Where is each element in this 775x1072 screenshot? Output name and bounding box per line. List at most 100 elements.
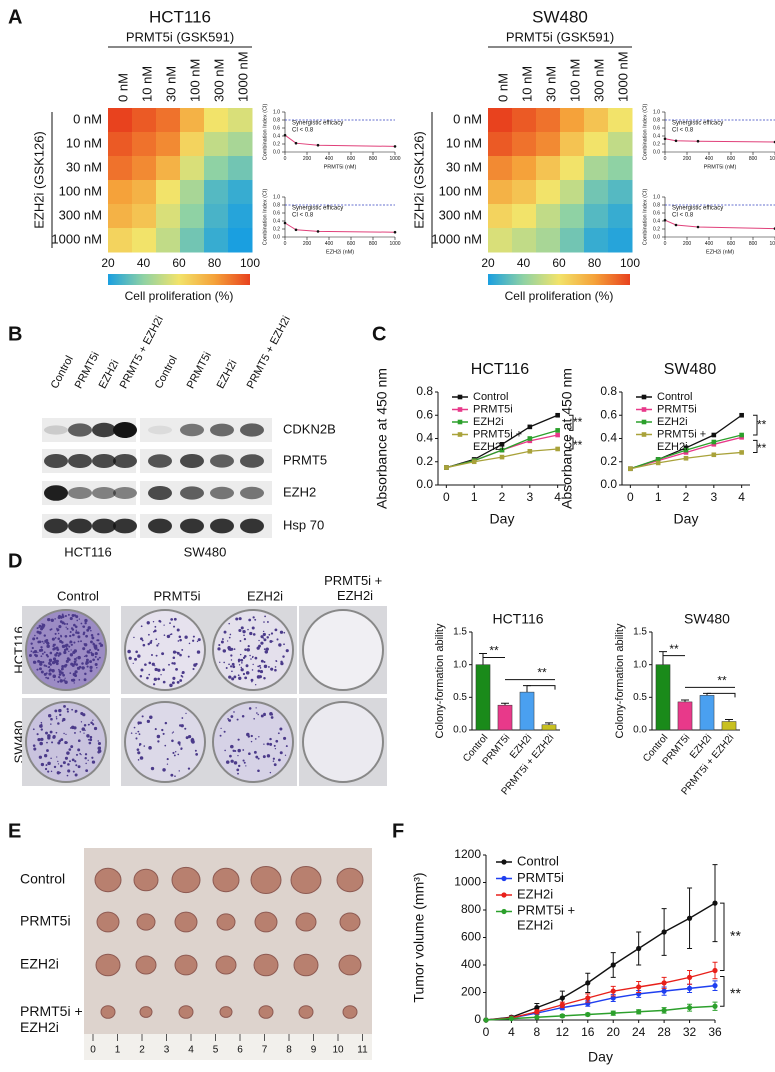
colony: [152, 621, 155, 623]
blot-band: [240, 518, 264, 534]
colony: [74, 625, 78, 629]
lane-label: Control: [153, 354, 180, 391]
colorbar-tick-label: 100: [240, 256, 260, 270]
colony: [83, 667, 85, 669]
blot-band: [44, 518, 68, 534]
y-tick-label: 1.0: [453, 659, 467, 670]
ruler-label: 9: [311, 1045, 317, 1056]
colony: [283, 631, 286, 634]
x-axis-label: Day: [490, 511, 515, 527]
colony: [267, 621, 269, 623]
heatmap-cell: [608, 180, 633, 205]
well: [124, 701, 206, 783]
blot-band: [180, 486, 204, 500]
colony: [260, 714, 264, 718]
colony: [43, 664, 46, 667]
legend-label: EZH2i: [657, 416, 688, 428]
colony: [218, 643, 221, 647]
colony: [30, 642, 33, 645]
data-point: [527, 438, 533, 444]
colony: [40, 648, 44, 652]
data-point: [499, 447, 505, 453]
colony: [176, 628, 180, 632]
colony: [135, 737, 138, 740]
data-point: [527, 424, 533, 430]
colony: [219, 734, 222, 737]
lane-label: PRMT5 + EZH2i: [245, 314, 293, 391]
colony: [256, 712, 258, 714]
x-tick-label: 0: [664, 241, 667, 247]
colony: [146, 676, 149, 680]
data-point: [655, 457, 661, 462]
colony: [62, 761, 66, 765]
colony: [259, 667, 262, 669]
colony: [166, 634, 171, 639]
heatmap-cell: [560, 204, 585, 229]
colony: [72, 672, 77, 677]
colorbar: [108, 274, 250, 285]
y-tick-label: 0.2: [653, 141, 660, 147]
heatmap-cell: [560, 132, 585, 157]
row-label: 30 nM: [446, 159, 482, 174]
colony: [73, 641, 76, 644]
colony: [48, 661, 51, 665]
colony: [245, 671, 250, 675]
colony: [60, 617, 63, 619]
colony: [36, 630, 40, 634]
colony: [141, 715, 144, 718]
colony: [248, 707, 252, 710]
heatmap-cell: [488, 204, 513, 229]
colony: [97, 740, 99, 742]
colony: [225, 760, 230, 764]
colony: [97, 639, 100, 642]
colony: [80, 622, 83, 625]
colony: [72, 678, 76, 682]
colony: [139, 675, 143, 678]
protein-label: PRMT5: [283, 452, 327, 467]
colony: [54, 653, 58, 657]
tumor: [219, 1006, 233, 1018]
x-axis-label: Day: [588, 1049, 613, 1065]
colony: [40, 737, 44, 742]
colony: [166, 758, 169, 761]
column-label: 300 nM: [591, 59, 606, 102]
data-point: [316, 143, 320, 147]
colony: [50, 717, 53, 721]
y-tick-label: 400: [461, 957, 481, 971]
legend-label: Control: [473, 391, 508, 403]
colony: [45, 731, 48, 735]
colony: [238, 628, 242, 633]
tumor: [136, 913, 156, 931]
colony: [87, 738, 90, 741]
annotation: **: [730, 928, 741, 944]
colony: [52, 645, 55, 648]
colony: [237, 738, 240, 741]
colony: [181, 648, 184, 651]
colony: [278, 643, 282, 647]
y-axis-label: Colony-formation ability: [434, 623, 446, 738]
colony: [163, 634, 166, 636]
heatmap-cell: [156, 228, 181, 253]
data-point: [711, 439, 717, 445]
colony: [263, 664, 268, 669]
colony: [41, 640, 44, 643]
colony: [68, 748, 72, 751]
column-label: 100 nM: [187, 59, 202, 102]
heatmap-cell: [180, 180, 205, 205]
colony: [230, 654, 233, 657]
bar: [519, 691, 535, 731]
colony: [157, 677, 160, 681]
colony: [71, 613, 75, 617]
data-point: [555, 446, 560, 452]
heatmap-cell: [536, 180, 561, 205]
colony: [69, 634, 72, 638]
y-tick-label: 0.6: [273, 210, 280, 216]
x-tick-label: 1000: [769, 241, 775, 247]
legend-marker: [457, 419, 463, 425]
heatmap-cell: [108, 228, 133, 253]
tumor: [135, 955, 157, 975]
colony: [48, 669, 51, 672]
colony: [157, 740, 160, 743]
colony: [58, 708, 62, 713]
colony: [242, 656, 246, 660]
